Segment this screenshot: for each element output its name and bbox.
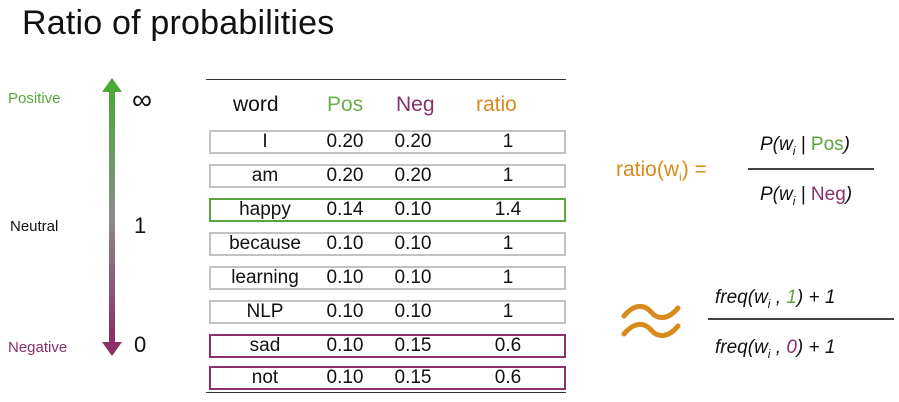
freq-num-sub: i bbox=[767, 297, 771, 311]
table-row-highlight-negative: sad 0.10 0.15 0.6 bbox=[209, 334, 566, 358]
num-bar: | bbox=[795, 134, 811, 155]
one-value: 1 bbox=[134, 213, 147, 238]
cell-pos: 0.10 bbox=[326, 233, 364, 254]
freq-den-sep: , bbox=[770, 337, 787, 358]
table-row: I 0.20 0.20 1 bbox=[209, 130, 566, 154]
den-pre: P(w bbox=[760, 184, 793, 205]
den-sub: i bbox=[792, 194, 796, 208]
cell-pos: 0.10 bbox=[326, 301, 364, 322]
num-pre: P(w bbox=[760, 134, 793, 155]
cell-pos: 0.20 bbox=[326, 165, 364, 186]
approx-icon bbox=[621, 304, 681, 338]
cell-word: am bbox=[251, 165, 279, 186]
ratio-formula-lhs: ratio(wi) = bbox=[616, 158, 707, 184]
negative-label: Negative bbox=[8, 339, 68, 356]
freq-den-class: 0 bbox=[786, 337, 797, 358]
cell-pos: 0.14 bbox=[326, 199, 364, 220]
ratio-lhs-subscript: i bbox=[679, 170, 682, 184]
cell-ratio: 1 bbox=[502, 267, 514, 288]
freq-denominator: freq(wi , 0) + 1 bbox=[715, 337, 835, 361]
cell-neg: 0.15 bbox=[394, 367, 432, 388]
cell-neg: 0.10 bbox=[394, 301, 432, 322]
freq-num-class: 1 bbox=[786, 287, 797, 308]
cell-ratio: 1.4 bbox=[494, 199, 522, 220]
cell-word: not bbox=[251, 367, 279, 388]
ratio-lhs-text: ratio(w bbox=[616, 158, 680, 181]
ratio-fraction-bar bbox=[748, 168, 874, 170]
num-sub: i bbox=[792, 144, 796, 158]
cell-ratio: 1 bbox=[502, 165, 514, 186]
cell-neg: 0.10 bbox=[394, 267, 432, 288]
cell-neg: 0.15 bbox=[394, 335, 432, 356]
num-class-pos: Pos bbox=[810, 134, 844, 155]
cell-neg: 0.20 bbox=[394, 131, 432, 152]
den-class-neg: Neg bbox=[810, 184, 846, 205]
ratio-numerator: P(wi | Pos) bbox=[760, 134, 850, 158]
cell-ratio: 1 bbox=[502, 131, 514, 152]
cell-pos: 0.10 bbox=[326, 267, 364, 288]
cell-ratio: 1 bbox=[502, 233, 514, 254]
header-neg: Neg bbox=[396, 93, 435, 116]
cell-word: sad bbox=[249, 335, 281, 356]
cell-word: I bbox=[262, 131, 268, 152]
freq-den-pre: freq(w bbox=[715, 337, 768, 358]
ratio-lhs-end: ) = bbox=[681, 158, 707, 181]
header-word: word bbox=[233, 93, 279, 116]
cell-ratio: 0.6 bbox=[494, 335, 522, 356]
sentiment-scale-arrow-icon bbox=[102, 78, 122, 356]
den-end: ) bbox=[845, 184, 853, 205]
cell-pos: 0.20 bbox=[326, 131, 364, 152]
freq-fraction-bar bbox=[708, 318, 894, 320]
freq-den-end: ) + 1 bbox=[796, 337, 836, 358]
table-row: am 0.20 0.20 1 bbox=[209, 164, 566, 188]
cell-neg: 0.10 bbox=[394, 233, 432, 254]
table-row: NLP 0.10 0.10 1 bbox=[209, 300, 566, 324]
ratio-denominator: P(wi | Neg) bbox=[760, 184, 852, 208]
neutral-label: Neutral bbox=[10, 218, 59, 235]
cell-pos: 0.10 bbox=[326, 335, 364, 356]
cell-ratio: 1 bbox=[502, 301, 514, 322]
table-row-highlight-negative: not 0.10 0.15 0.6 bbox=[209, 366, 566, 390]
den-bar: | bbox=[795, 184, 811, 205]
header-pos: Pos bbox=[327, 93, 364, 116]
table-top-rule bbox=[206, 79, 566, 80]
infinity-value: ∞ bbox=[132, 84, 152, 115]
freq-num-pre: freq(w bbox=[715, 287, 768, 308]
freq-numerator: freq(wi , 1) + 1 bbox=[715, 287, 835, 311]
positive-label: Positive bbox=[8, 90, 61, 107]
cell-neg: 0.10 bbox=[394, 199, 432, 220]
freq-num-sep: , bbox=[770, 287, 787, 308]
table-row-highlight-positive: happy 0.14 0.10 1.4 bbox=[209, 198, 566, 222]
cell-ratio: 0.6 bbox=[494, 367, 522, 388]
cell-word: happy bbox=[239, 199, 291, 220]
header-ratio: ratio bbox=[476, 93, 517, 116]
cell-neg: 0.20 bbox=[394, 165, 432, 186]
cell-word: learning bbox=[231, 267, 299, 288]
cell-word: NLP bbox=[246, 301, 284, 322]
table-bottom-rule bbox=[206, 392, 566, 393]
freq-num-end: ) + 1 bbox=[796, 287, 836, 308]
table-row: learning 0.10 0.10 1 bbox=[209, 266, 566, 290]
num-end: ) bbox=[843, 134, 850, 155]
cell-pos: 0.10 bbox=[326, 367, 364, 388]
freq-den-sub: i bbox=[767, 347, 771, 361]
cell-word: because bbox=[229, 233, 301, 254]
page-title: Ratio of probabilities bbox=[22, 4, 335, 42]
table-row: because 0.10 0.10 1 bbox=[209, 232, 566, 256]
zero-value: 0 bbox=[134, 332, 147, 357]
